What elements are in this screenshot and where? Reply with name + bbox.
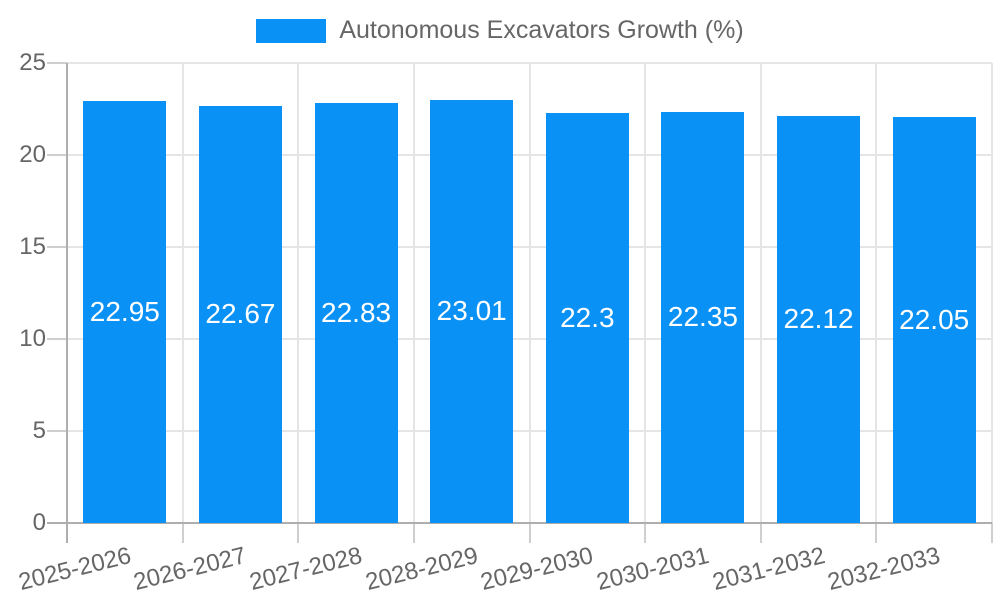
x-gridline (297, 63, 300, 523)
x-tick-mark (991, 523, 993, 543)
y-tick-mark (47, 154, 67, 156)
x-gridline (875, 63, 878, 523)
bar-value-label: 22.12 (783, 303, 854, 335)
bar[interactable] (83, 100, 167, 523)
bar[interactable] (777, 115, 861, 523)
legend-label: Autonomous Excavators Growth (%) (339, 16, 744, 44)
bar-value-label: 22.95 (89, 295, 160, 327)
bar-value-label: 22.05 (899, 304, 970, 336)
x-gridline (644, 63, 647, 523)
y-tick-mark (47, 246, 67, 248)
y-axis-tick-label: 5 (32, 417, 46, 444)
y-tick-mark (47, 522, 67, 524)
x-gridline (991, 63, 993, 523)
bar[interactable] (198, 105, 282, 523)
y-tick-mark (47, 430, 67, 432)
legend-swatch (256, 18, 327, 43)
x-tick-mark (644, 523, 647, 543)
y-axis-tick-label: 15 (19, 233, 46, 260)
x-tick-mark (759, 523, 762, 543)
y-axis-tick-label: 25 (19, 49, 46, 76)
legend-item[interactable]: Autonomous Excavators Growth (%) (0, 17, 1000, 44)
y-tick-mark (47, 338, 67, 340)
y-tick-mark (47, 62, 67, 64)
x-gridline (528, 63, 531, 523)
bar-value-label: 22.35 (667, 301, 738, 333)
bar-value-label: 22.83 (321, 296, 392, 328)
bar-value-label: 22.67 (205, 298, 276, 330)
bar-value-label: 22.3 (560, 301, 615, 333)
bar[interactable] (430, 99, 514, 523)
x-tick-mark (875, 523, 878, 543)
x-gridline (759, 63, 762, 523)
x-tick-mark (528, 523, 531, 543)
x-tick-mark (181, 523, 184, 543)
bar[interactable] (892, 117, 976, 523)
bar[interactable] (661, 111, 745, 523)
x-tick-mark (412, 523, 415, 543)
bar[interactable] (545, 112, 629, 523)
x-gridline (181, 63, 184, 523)
x-gridline (412, 63, 415, 523)
bar[interactable] (314, 102, 398, 523)
x-axis-line (67, 522, 992, 524)
y-axis-line (66, 63, 68, 543)
y-axis-tick-label: 10 (19, 325, 46, 352)
y-axis-tick-label: 20 (19, 141, 46, 168)
bar-value-label: 23.01 (436, 295, 507, 327)
x-tick-mark (297, 523, 300, 543)
y-axis-tick-label: 0 (32, 509, 46, 536)
